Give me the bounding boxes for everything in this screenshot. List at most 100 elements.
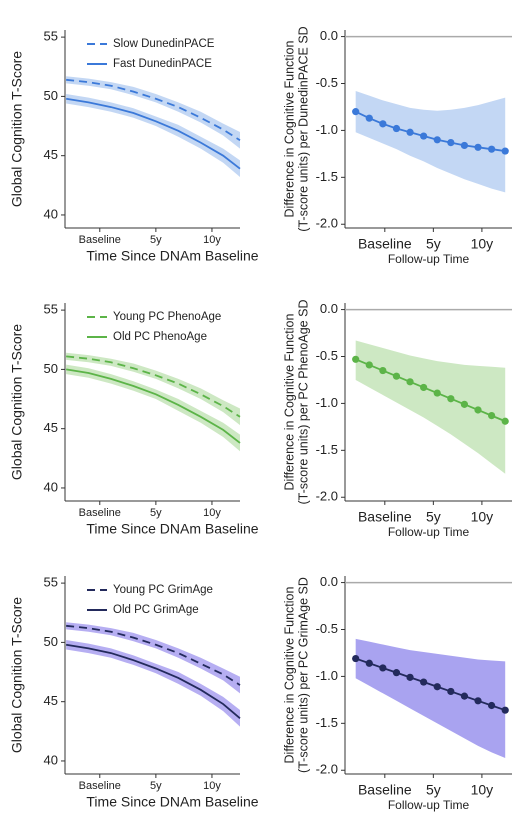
y-tick-label: 40 [44, 479, 58, 494]
x-tick-label: 5y [150, 507, 162, 519]
panel: 40 45 50 55 Baseline 5y 10y Time Since DNAm Bas… [9, 575, 259, 810]
x-tick-label: 10y [203, 780, 221, 792]
y-tick-label: -1.5 [316, 169, 338, 184]
point [352, 355, 360, 363]
x-tick-label: Baseline [79, 234, 121, 246]
point [488, 145, 496, 153]
x-axis-label: Time Since DNAm Baseline [86, 521, 258, 537]
point [420, 383, 428, 392]
point [447, 687, 455, 696]
y-tick-label: -1.5 [316, 715, 338, 730]
x-tick-label: 5y [150, 234, 162, 246]
point [379, 120, 387, 128]
point [392, 669, 401, 677]
x-tick-label: 5y [426, 509, 441, 525]
y-tick-label: -0.5 [316, 75, 338, 90]
y-tick-label: 50 [44, 361, 58, 376]
confidence-band [66, 364, 240, 452]
line [66, 624, 241, 686]
point [392, 372, 401, 380]
point [365, 114, 373, 122]
y-axis-label: Difference in Cognitive Function [282, 313, 296, 490]
panel: 40 45 50 55 Baseline 5y 10y Time Since DNAm Bas… [9, 29, 259, 264]
panel: 40 45 50 55 Baseline 5y 10y Time Since DNAm Bas… [9, 302, 259, 537]
y-tick-label: 0.0 [320, 574, 338, 589]
x-tick-label: 10y [203, 234, 221, 246]
point [433, 136, 441, 144]
y-tick-label: -2.0 [316, 216, 338, 231]
confidence-band [355, 340, 506, 474]
legend-label: Young PC PhenoAge [113, 311, 221, 323]
y-axis-label: (T-score units) per PC PhenoAge SD [296, 300, 310, 505]
legend-label: Fast DunedinPACE [113, 58, 212, 70]
point [420, 678, 428, 686]
x-tick-label: 10y [203, 507, 221, 519]
x-tick-label: 5y [426, 236, 441, 252]
line [65, 643, 241, 719]
y-tick-label: 0.0 [320, 301, 338, 316]
y-tick-label: -1.0 [316, 122, 338, 137]
y-tick-label: -1.0 [316, 668, 338, 683]
x-tick-label: 10y [471, 509, 494, 525]
point [365, 361, 373, 369]
x-tick-label: 10y [471, 236, 494, 252]
line [66, 78, 241, 142]
point [352, 654, 360, 663]
line [66, 355, 241, 418]
point [488, 412, 496, 420]
legend-label: Slow DunedinPACE [113, 38, 215, 50]
point [460, 692, 469, 700]
y-tick-label: 55 [44, 29, 58, 44]
x-tick-label: 5y [150, 780, 162, 792]
panel: 0.0 -0.5 -1.0 -1.5 -2.0 Baseline 5y 10yFollow-u… [282, 300, 512, 539]
confidence-band [355, 638, 506, 759]
point [392, 124, 401, 133]
confidence-band [66, 352, 240, 426]
point [433, 389, 441, 397]
point [447, 395, 455, 403]
y-tick-label: 45 [44, 693, 58, 708]
x-tick-label: 5y [426, 782, 441, 798]
x-axis-label: Follow-up Time [388, 798, 470, 812]
y-tick-label: 55 [44, 302, 58, 317]
point [474, 143, 482, 151]
x-tick-label: Baseline [79, 507, 121, 519]
point [406, 673, 414, 681]
point [474, 406, 482, 414]
x-tick-label: Baseline [79, 780, 121, 792]
y-tick-label: -0.5 [316, 348, 338, 363]
x-tick-label: 10y [471, 782, 494, 798]
x-axis-label: Time Since DNAm Baseline [86, 248, 258, 264]
panel: 0.0 -0.5 -1.0 -1.5 -2.0 Baseline 5y 10yFollow-u… [282, 574, 512, 812]
panel: 0.0 -0.5 -1.0 -1.5 -2.0 Baseline 5y 10yFollow-u… [282, 26, 512, 266]
point [379, 664, 387, 672]
y-axis-label: Difference in Cognitive Function [282, 40, 296, 217]
point [352, 108, 360, 116]
confidence-band [66, 94, 240, 178]
point [501, 417, 509, 425]
y-tick-label: -1.0 [316, 395, 338, 410]
confidence-band [355, 90, 506, 193]
confidence-band [66, 76, 240, 149]
y-tick-label: 40 [44, 752, 58, 767]
y-tick-label: 50 [44, 634, 58, 649]
confidence-band [66, 640, 240, 727]
y-axis-label: Global Cognition T-Score [9, 324, 25, 480]
y-tick-label: 0.0 [320, 28, 338, 43]
point [474, 697, 482, 705]
y-tick-label: -2.0 [316, 489, 338, 504]
point [501, 147, 509, 155]
x-axis-label: Follow-up Time [388, 525, 470, 539]
y-axis-label: Difference in Cognitive Function [282, 586, 296, 763]
point [460, 141, 469, 150]
y-tick-label: 45 [44, 147, 58, 162]
point [501, 706, 509, 714]
y-tick-label: -0.5 [316, 621, 338, 636]
confidence-band [66, 622, 240, 694]
point [433, 683, 441, 691]
y-axis-label: Global Cognition T-Score [9, 597, 25, 753]
legend-label: Young PC GrimAge [113, 584, 213, 596]
line [65, 368, 241, 444]
